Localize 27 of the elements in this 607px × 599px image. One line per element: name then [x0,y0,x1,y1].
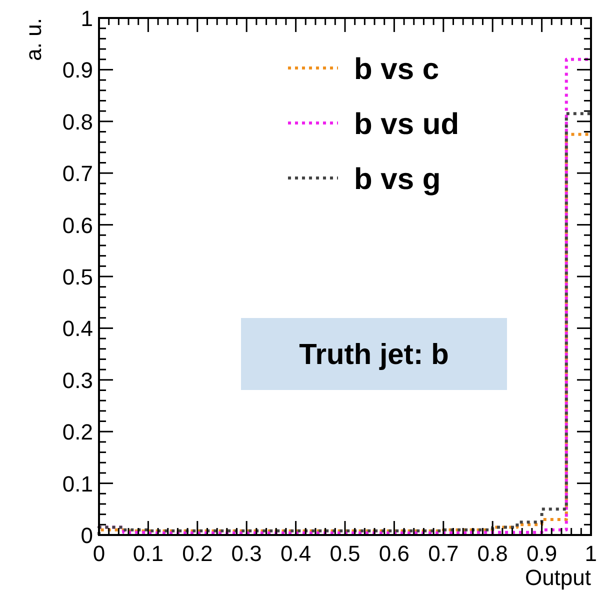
y-tick-label: 0.3 [62,368,93,393]
x-axis-title: Output [524,565,591,590]
annotation: Truth jet: b [299,339,449,371]
legend-label: b vs g [354,163,441,196]
x-tick-label: 0.1 [132,541,164,566]
x-tick-label: 0.7 [428,541,459,566]
y-tick-label: 0.1 [62,471,93,496]
legend-label: b vs c [354,53,440,86]
x-tick-label: 0.8 [477,541,508,566]
x-tick-label: 0.9 [526,541,558,566]
y-tick-label: 0.5 [62,264,93,290]
x-tick-label: 0.4 [280,541,312,566]
x-tick-label: 0.6 [378,541,410,566]
x-tick-label: 0.3 [231,541,262,566]
legend-label: b vs ud [354,108,460,141]
y-tick-label: 1 [80,6,93,31]
y-tick-label: 0.2 [62,420,93,445]
y-tick-label: 0.6 [62,212,93,238]
y-tick-label: 0.9 [62,58,93,83]
x-tick-label: 1 [584,541,597,566]
y-tick-label: 0.8 [62,109,93,134]
y-tick-label: 0 [80,523,93,548]
y-tick-label: 0.7 [62,161,93,186]
x-tick-label: 0.2 [182,541,213,566]
x-tick-label: 0.5 [330,541,360,566]
y-tick-label: 0.4 [62,316,93,342]
y-axis-title: a. u. [21,18,46,61]
